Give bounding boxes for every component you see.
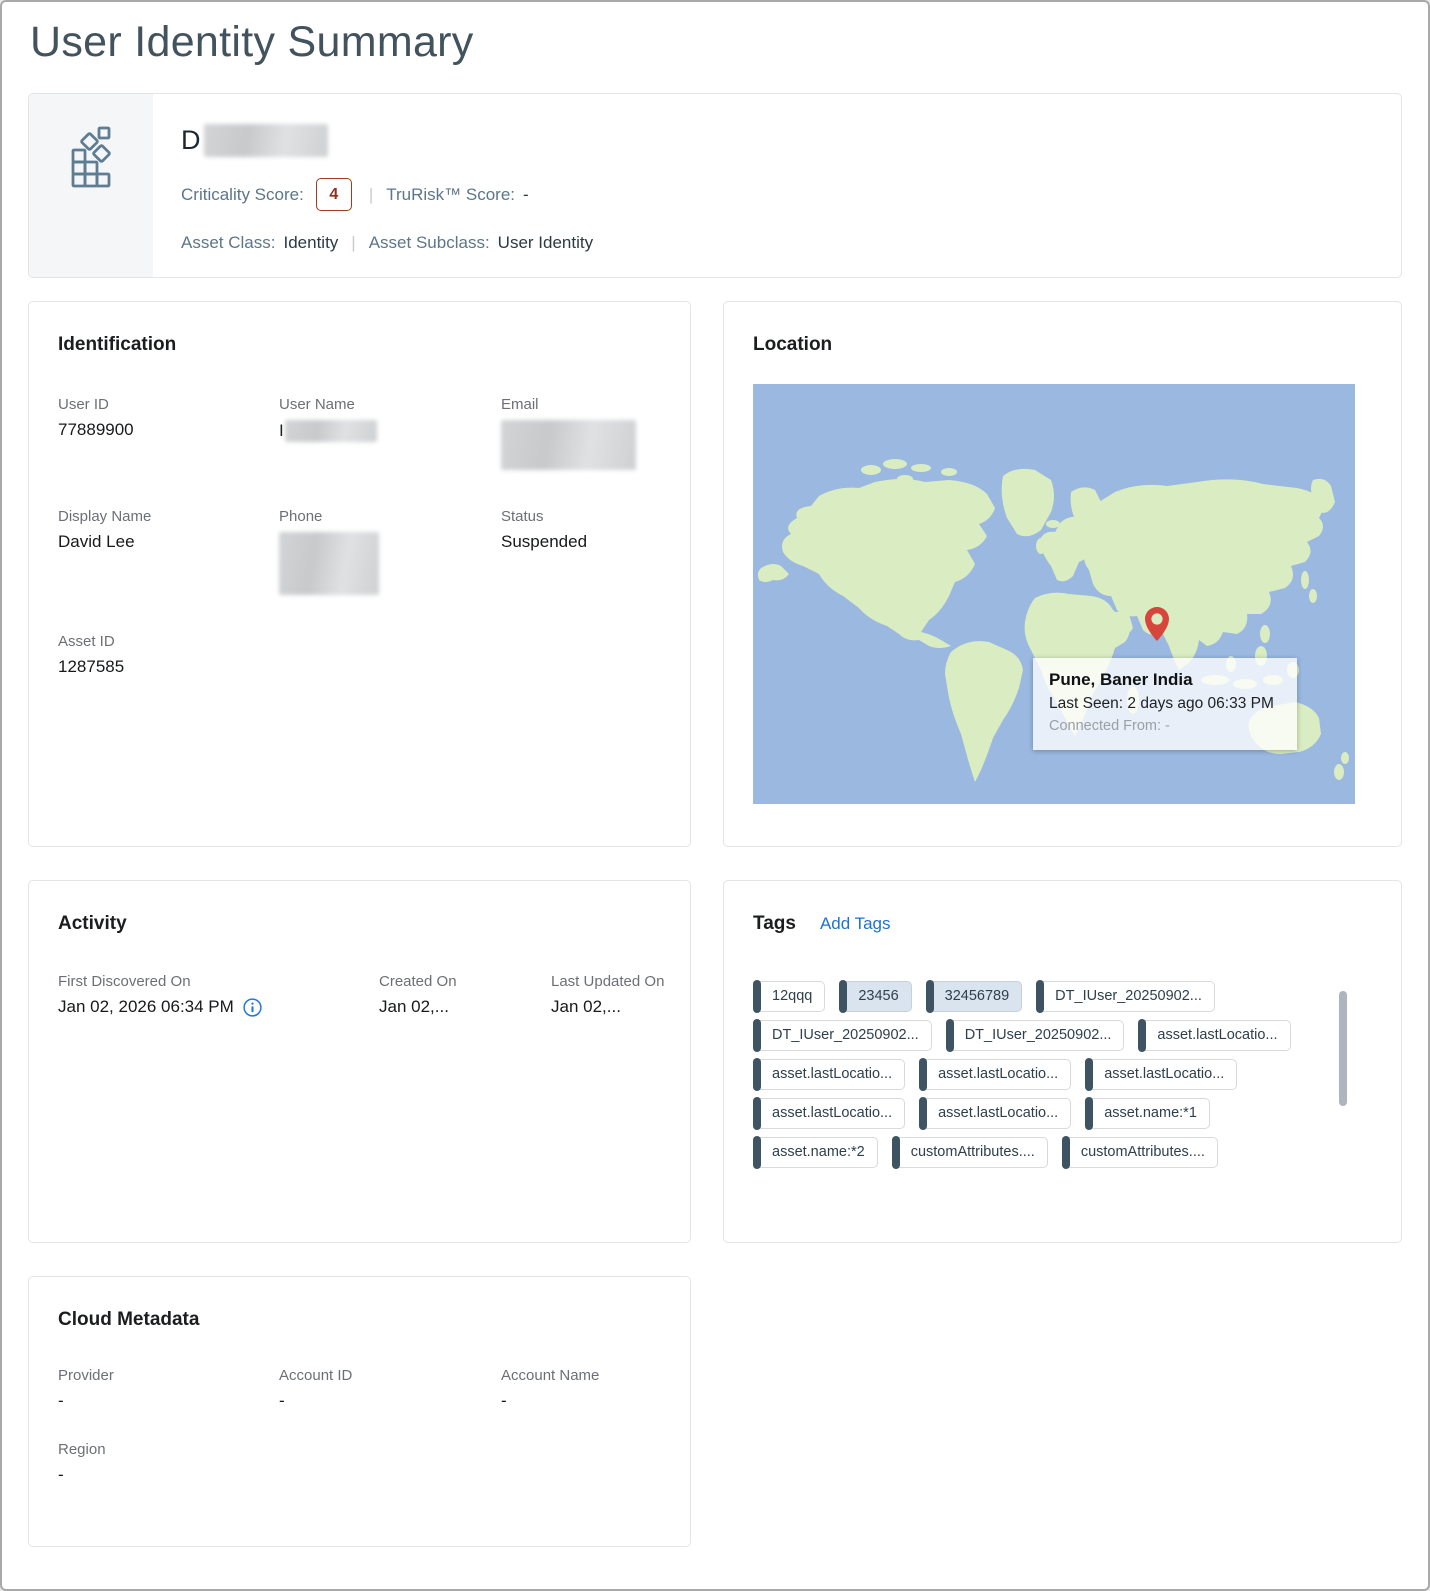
criticality-score-label: Criticality Score: [181, 184, 304, 204]
tooltip-connected-from: Connected From: - [1049, 718, 1170, 734]
page-title: User Identity Summary [30, 18, 474, 66]
field-user-id: User ID 77889900 [58, 396, 279, 470]
score-row: Criticality Score: 4 | TruRisk™ Score: - [181, 178, 593, 211]
field-label: Status [501, 508, 544, 525]
asset-subclass-value: User Identity [497, 233, 594, 252]
add-tags-link[interactable]: Add Tags [819, 914, 891, 933]
asset-summary-card: D Criticality Score: 4 | TruRisk™ Score:… [28, 93, 1402, 278]
tag-chip[interactable]: 12qqq [753, 980, 826, 1013]
tag-chip[interactable]: asset.lastLocatio... [919, 1097, 1072, 1130]
tooltip-place: Pune, Baner India [1049, 670, 1193, 689]
tag-chip[interactable]: asset.lastLocatio... [753, 1097, 906, 1130]
field-label: Provider [58, 1367, 114, 1384]
asset-name-visible-prefix: D [181, 124, 201, 155]
field-value: - [501, 1391, 507, 1410]
asset-blocks-icon [70, 126, 112, 193]
field-created-on: Created On Jan 02,... [379, 973, 551, 1017]
cloud-metadata-card: Cloud Metadata Provider - Account ID - A… [28, 1276, 691, 1547]
field-account-id: Account ID - [279, 1367, 501, 1411]
tag-chip[interactable]: asset.lastLocatio... [919, 1058, 1072, 1091]
field-asset-id: Asset ID 1287585 [58, 633, 279, 677]
field-value: Jan 02,... [379, 997, 449, 1016]
info-icon[interactable] [243, 997, 262, 1017]
asset-icon-box [29, 94, 153, 277]
field-label: Asset ID [58, 633, 115, 650]
tooltip-last-seen: Last Seen: 2 days ago 06:33 PM [1049, 695, 1274, 712]
tag-chip[interactable]: customAttributes.... [1061, 1136, 1218, 1169]
tag-chip[interactable]: asset.lastLocatio... [753, 1058, 906, 1091]
redacted-value [284, 420, 377, 442]
tag-chip[interactable]: asset.name:*1 [1085, 1097, 1210, 1130]
field-label: Account ID [279, 1367, 353, 1384]
activity-card: Activity First Discovered On Jan 02, 202… [28, 880, 691, 1243]
tag-chip[interactable]: DT_IUser_20250902... [753, 1019, 932, 1052]
field-display-name: Display Name David Lee [58, 508, 279, 595]
field-value: - [58, 1465, 64, 1484]
tags-list: 12qqq 23456 32456789 DT_IUser_20250902..… [753, 980, 1305, 1169]
activity-title: Activity [58, 913, 127, 934]
location-tooltip: Pune, Baner India Last Seen: 2 days ago … [1033, 658, 1297, 750]
asset-class-label: Asset Class: [181, 233, 276, 252]
identification-title: Identification [58, 334, 177, 355]
field-label: User Name [279, 396, 355, 413]
field-label: Account Name [501, 1367, 600, 1384]
location-title: Location [753, 334, 833, 355]
field-value: - [58, 1391, 64, 1410]
tag-chip[interactable]: DT_IUser_20250902... [945, 1019, 1125, 1052]
divider: | [368, 184, 374, 204]
trurisk-score-label: TruRisk™ Score: [386, 184, 516, 204]
field-user-name: User Name I [279, 396, 501, 470]
divider: | [351, 233, 356, 252]
field-label: User ID [58, 396, 109, 413]
class-row: Asset Class: Identity | Asset Subclass: … [181, 233, 593, 253]
tag-chip[interactable]: 23456 [839, 980, 912, 1013]
tags-title: Tags [753, 913, 796, 934]
tag-chip[interactable]: customAttributes.... [891, 1136, 1048, 1169]
field-phone: Phone [279, 508, 501, 595]
redacted-asset-name [203, 123, 328, 157]
field-value-visible-prefix: I [279, 421, 284, 440]
world-map[interactable]: Pune, Baner India Last Seen: 2 days ago … [753, 384, 1355, 804]
tag-chip[interactable]: asset.lastLocatio... [1085, 1058, 1238, 1091]
field-label: Phone [279, 508, 323, 525]
field-label: Region [58, 1441, 106, 1458]
asset-name: D [181, 122, 593, 158]
field-last-updated-on: Last Updated On Jan 02,... [551, 973, 671, 1017]
field-label: Created On [379, 973, 457, 990]
field-region: Region - [58, 1441, 279, 1485]
field-value: David Lee [58, 532, 135, 551]
field-value: Suspended [501, 532, 588, 551]
field-first-discovered: First Discovered On Jan 02, 2026 06:34 P… [58, 973, 379, 1017]
field-value: Jan 02,... [551, 997, 621, 1016]
tag-chip[interactable]: 32456789 [925, 980, 1023, 1013]
field-label: Last Updated On [551, 973, 665, 990]
field-value: Jan 02, 2026 06:34 PM [58, 997, 234, 1016]
field-label: Email [501, 396, 539, 413]
criticality-score-badge: 4 [315, 178, 352, 211]
tag-chip[interactable]: asset.name:*2 [753, 1136, 878, 1169]
location-pin-icon [1144, 606, 1170, 642]
redacted-value [279, 532, 379, 595]
field-label: Display Name [58, 508, 152, 525]
field-label: First Discovered On [58, 973, 191, 990]
tags-scrollbar[interactable] [1339, 991, 1347, 1106]
field-account-name: Account Name - [501, 1367, 660, 1411]
location-card: Location [723, 301, 1402, 847]
redacted-value [501, 420, 636, 470]
tags-card: Tags Add Tags 12qqq 23456 32456789 DT_IU… [723, 880, 1402, 1243]
identification-card: Identification User ID 77889900 User Nam… [28, 301, 691, 847]
tag-chip[interactable]: asset.lastLocatio... [1138, 1019, 1291, 1052]
cloud-metadata-title: Cloud Metadata [58, 1309, 200, 1330]
field-value: 77889900 [58, 420, 134, 439]
field-status: Status Suspended [501, 508, 660, 595]
field-value: - [279, 1391, 285, 1410]
trurisk-score-value: - [523, 184, 529, 204]
tag-chip[interactable]: DT_IUser_20250902... [1036, 980, 1215, 1013]
field-email: Email [501, 396, 660, 470]
asset-class-value: Identity [283, 233, 339, 252]
field-value: 1287585 [58, 657, 125, 676]
field-provider: Provider - [58, 1367, 279, 1411]
asset-subclass-label: Asset Subclass: [368, 233, 490, 252]
